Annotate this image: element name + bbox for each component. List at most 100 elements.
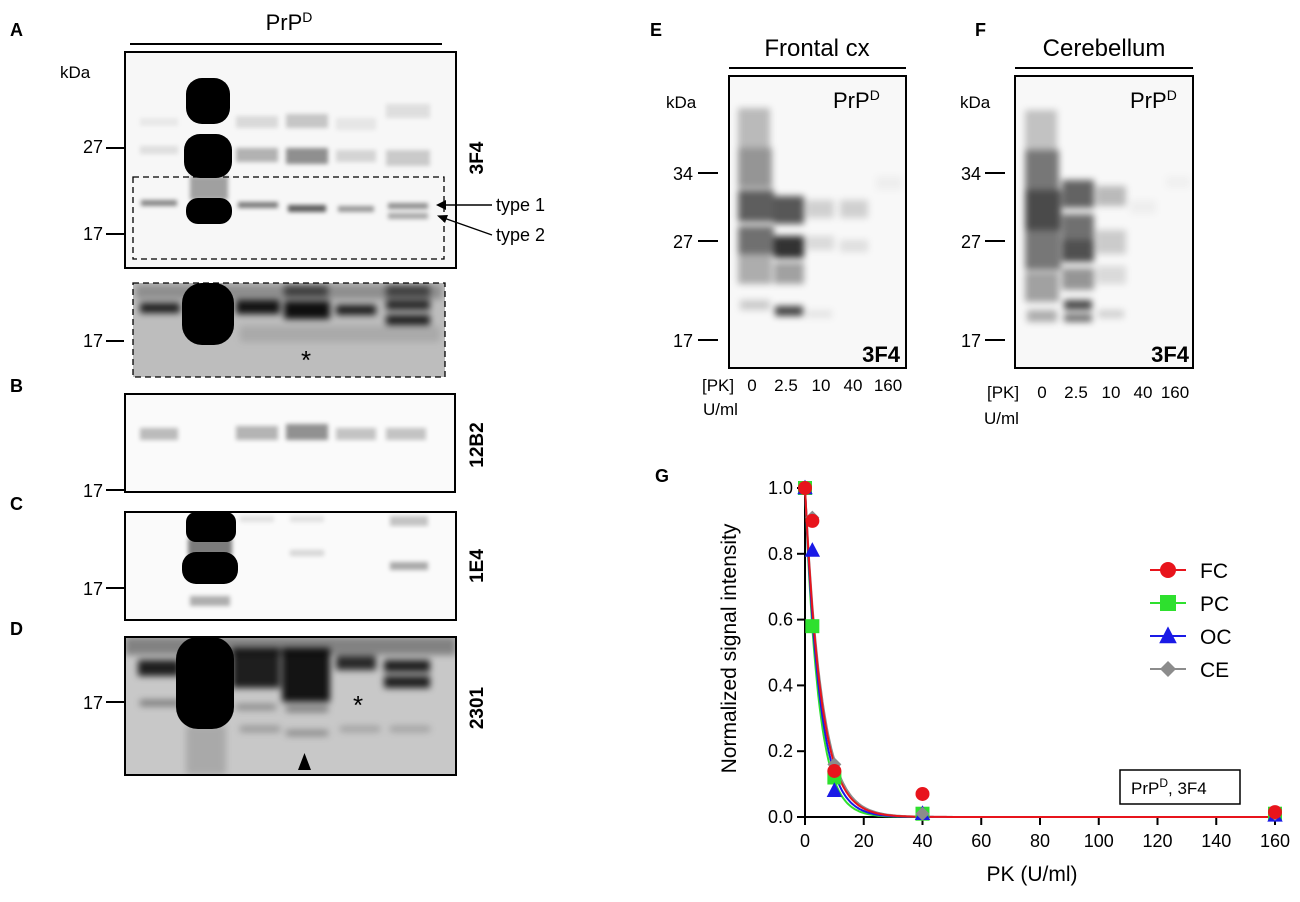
panel-e-pk-unit: U/ml (703, 400, 738, 419)
panel-e-pk-10: 10 (812, 376, 831, 395)
x-tick-label: 60 (971, 831, 991, 851)
legend-label-oc: OC (1200, 626, 1232, 649)
panel-e-pk-2-5: 2.5 (774, 376, 798, 395)
blot-c-frame (124, 511, 457, 621)
panel-d-arrowhead (298, 753, 311, 770)
panel-letter-a: A (10, 20, 23, 40)
panel-e-marker-17: 17 (673, 331, 693, 351)
blot-f (1015, 76, 1193, 368)
panel-e-header: Frontal cx (764, 35, 869, 62)
x-tick-label: 120 (1142, 831, 1172, 851)
panel-a-marker-27: 27 (83, 137, 103, 157)
blot-e (729, 76, 906, 368)
panel-letter-c: C (10, 494, 23, 514)
panel-f-kda: kDa (960, 93, 991, 112)
panel-e: E Frontal cx kDa (650, 20, 907, 419)
panel-a-inset-asterisk: * (301, 345, 311, 375)
blot-e-frame (728, 75, 907, 369)
point-fc (827, 763, 842, 778)
point-fc (798, 481, 812, 495)
panel-letter-f: F (975, 20, 986, 40)
panel-a-antibody: 3F4 (467, 141, 488, 174)
chart-label-box (1119, 769, 1241, 805)
y-tick-label: 0.0 (768, 807, 793, 827)
y-axis-label: Normalized signal intensity (718, 523, 741, 773)
blot-b-frame (124, 393, 456, 493)
panel-e-pk-0: 0 (747, 376, 756, 395)
legend-marker-ce (1160, 661, 1176, 677)
panel-a-inset-marker-17: 17 (83, 331, 103, 351)
blot-c (125, 512, 456, 620)
panel-f-marker-17: 17 (961, 331, 981, 351)
panel-f-pk-10: 10 (1102, 383, 1121, 402)
point-oc (826, 782, 843, 797)
point-oc (804, 542, 821, 557)
fit-line-pc (804, 487, 1275, 818)
legend: FC PC OC CE (1150, 560, 1232, 682)
blot-a-inset-frame (132, 282, 446, 378)
panel-a-kda: kDa (60, 63, 91, 82)
panel-f-marker-34: 34 (961, 164, 981, 184)
legend-label-pc: PC (1200, 593, 1229, 616)
panel-letter-g: G (655, 466, 669, 486)
panel-f-pk-label: [PK] (987, 383, 1019, 402)
panel-d-asterisk: * (353, 690, 363, 720)
panel-f-pk-160: 160 (1161, 383, 1189, 402)
fit-line-fc (804, 487, 1275, 818)
panel-c-antibody: 1E4 (467, 549, 488, 583)
point-pc (805, 619, 820, 634)
panel-b-antibody: 12B2 (467, 422, 488, 467)
panel-f-header: Cerebellum (1043, 35, 1166, 62)
fit-line-oc (804, 487, 1275, 818)
panel-d-antibody: 2301 (467, 686, 488, 729)
x-tick-label: 80 (1030, 831, 1050, 851)
panel-letter-d: D (10, 619, 23, 639)
panel-b: B 17 12B2 (10, 376, 488, 501)
panel-e-pk-160: 160 (874, 376, 902, 395)
x-tick-label: 0 (800, 831, 810, 851)
chart-label-box-text: PrPD, 3F4 (1131, 776, 1207, 798)
panel-e-label: PrPD (833, 87, 880, 113)
panel-e-marker-27: 27 (673, 232, 693, 252)
panel-e-marker-34: 34 (673, 164, 693, 184)
type2-label: type 2 (496, 225, 545, 245)
x-tick-label: 40 (912, 831, 932, 851)
panel-b-marker-17: 17 (83, 481, 103, 501)
y-tick-label: 0.4 (768, 675, 793, 695)
chart-g: 0.0 0.2 0.4 0.6 0.8 1.0 0 20 40 60 80 100 120 140 160 P… (718, 478, 1290, 886)
panel-e-kda: kDa (666, 93, 697, 112)
legend-marker-oc (1159, 626, 1177, 644)
panel-e-antibody: 3F4 (862, 342, 901, 367)
x-tick-label: 160 (1260, 831, 1290, 851)
panel-a-header: PrPD (266, 9, 313, 35)
legend-label-ce: CE (1200, 659, 1229, 682)
panel-a-marker-17: 17 (83, 224, 103, 244)
blot-b (125, 394, 455, 492)
point-fc (1268, 805, 1282, 820)
panel-letter-e: E (650, 20, 662, 40)
point-fc (805, 513, 820, 528)
panel-f-label: PrPD (1130, 87, 1177, 113)
x-tick-label: 100 (1084, 831, 1114, 851)
panel-f-pk-40: 40 (1134, 383, 1153, 402)
type2-arrow (440, 216, 493, 236)
panel-e-pk-label: [PK] (702, 376, 734, 395)
y-tick-label: 0.6 (768, 610, 793, 630)
panel-d-marker-17: 17 (83, 693, 103, 713)
panel-f-pk-2-5: 2.5 (1064, 383, 1088, 402)
panel-g: G 0.0 0.2 0.4 0.6 0.8 1.0 0 20 40 60 80 100 120 140 16… (655, 466, 1290, 886)
fit-line-ce (804, 487, 1275, 818)
y-tick-label: 0.8 (768, 544, 793, 564)
panel-d: D 17 * (10, 619, 488, 776)
panel-letter-b: B (10, 376, 23, 396)
panel-f-antibody: 3F4 (1151, 342, 1190, 367)
panel-f-marker-27: 27 (961, 232, 981, 252)
legend-marker-fc (1160, 562, 1176, 578)
x-tick-label: 20 (854, 831, 874, 851)
point-fc (915, 786, 930, 801)
panel-f-pk-unit: U/ml (984, 409, 1019, 428)
panel-e-pk-40: 40 (844, 376, 863, 395)
blot-d (125, 637, 456, 775)
blot-a-frame (124, 51, 457, 269)
